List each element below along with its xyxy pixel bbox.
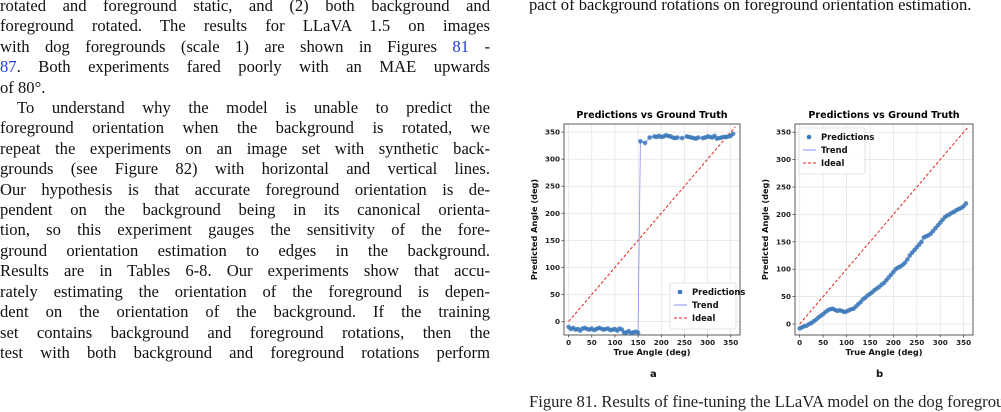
text-line: set contains background and foreground r… [0,322,490,342]
y-tick-label: 100 [776,265,791,274]
x-tick-label: 250 [677,338,692,347]
chart-panel-b: Predictions vs Ground Truth 0 50 100 150 200 2… [757,108,979,366]
y-tick-label: 0 [786,320,791,329]
y-tick-label: 50 [550,290,560,299]
prediction-point [675,135,680,140]
text-line: repeat the experiments on an image set w… [0,138,490,158]
y-axis-label: Predicted Angle (deg) [760,179,770,281]
x-tick-label: 0 [566,338,571,347]
x-tick-label: 150 [631,338,646,347]
text-line: dent on the orientation of the backgroun… [0,302,490,322]
text-fragment: - [469,36,490,56]
left-text-column: rotated and foreground static, and (2) b… [0,0,490,363]
prediction-point [905,257,910,262]
prediction-point [919,239,924,245]
x-tick-label: 50 [587,338,597,347]
panel-label-a: a [650,369,657,380]
prediction-point [730,131,736,137]
text-line: foreground rotated. The results for LLaV… [0,16,490,36]
chart-title: Predictions vs Ground Truth [808,110,959,121]
text-line: 87. Both experiments fared poorly with a… [0,57,490,77]
plot-frame [794,123,974,336]
legend-marker-predictions [806,134,812,140]
prediction-point [679,135,685,141]
prediction-point [635,330,641,336]
chart-title: Predictions vs Ground Truth [576,110,727,121]
y-tick-label: 250 [776,183,791,192]
x-axis-label: True Angle (deg) [846,347,923,357]
y-tick-label: 150 [545,236,560,245]
x-tick-label: 150 [862,338,877,347]
legend-label-trend: Trend [821,145,848,155]
legend-label-ideal: Ideal [821,158,844,168]
legend-label-predictions: Predictions [692,287,745,297]
y-tick-label: 250 [545,182,560,191]
panel-label-a-text: a [650,369,657,380]
text-line: pendent on the background being in its c… [0,200,490,220]
figure-ref-link[interactable]: 87 [0,57,17,77]
legend-label-ideal: Ideal [692,313,715,323]
text-line: Results are in Tables 6-8. Our experimen… [0,261,490,281]
panel-label-b: b [876,369,883,380]
paragraph-1: rotated and foreground static, and (2) b… [0,0,490,98]
x-tick-label: 200 [654,338,669,347]
text-line: foreground orientation when the backgrou… [0,118,490,138]
y-tick-label: 300 [545,155,560,164]
figure-caption: Figure 81. Results of fine-tuning the LL… [529,392,1001,411]
y-tick-label: 300 [776,155,791,164]
x-tick-label: 250 [909,338,924,347]
y-tick-label: 200 [545,209,560,218]
ideal-line [799,126,969,325]
legend-marker-predictions [677,289,683,295]
x-tick-label: 300 [700,338,715,347]
prediction-point [638,139,643,144]
y-tick-label: 350 [545,128,560,137]
scatter-chart-a: Predictions vs Ground Truth 0 50 100 150 200 2… [529,110,745,357]
figure-ref-link[interactable]: 81 [452,36,470,56]
x-tick-label: 300 [933,338,948,347]
prediction-point [642,140,648,146]
x-tick-label: 350 [956,338,971,347]
panel-label-b-text: b [876,369,884,380]
scatter-chart-b: Predictions vs Ground Truth 0 50 100 150 200 2… [760,110,974,357]
text-fragment: with dog foregrounds (scale 1) are shown… [0,36,453,56]
y-axis-label: Predicted Angle (deg) [529,179,539,281]
prediction-point [696,135,701,140]
plot-frame [563,123,741,336]
prediction-point [902,260,908,265]
y-tick-label: 150 [776,237,791,246]
y-tick-label: 350 [776,128,791,137]
chart-panel-a: Predictions vs Ground Truth 0 50 100 150 200 2… [529,108,748,366]
text-line: rately estimating the orientation of the… [0,281,490,301]
prediction-point [647,135,652,140]
prediction-point [619,327,625,332]
text-line: test with both background and foreground… [0,342,490,362]
right-column-top-line: pact of background rotations on foregrou… [529,0,972,14]
x-tick-label: 100 [607,338,622,347]
paragraph-2: To understand why the model is unable to… [0,98,490,363]
x-tick-label: 0 [797,338,802,347]
text-line: To understand why the model is unable to… [17,98,490,118]
text-line-with-refs: with dog foregrounds (scale 1) are shown… [0,37,490,57]
x-tick-label: 350 [723,338,738,347]
ideal-line [568,126,736,322]
legend-label-predictions: Predictions [821,132,874,142]
text-line: tion, so this experiment gauges the sens… [0,220,490,240]
x-axis-label: True Angle (deg) [614,347,691,357]
text-line: rotated and foreground static, and (2) b… [0,0,490,15]
y-tick-label: 200 [776,210,791,219]
y-tick-label: 0 [555,317,560,326]
y-tick-label: 100 [545,263,560,272]
text-fragment: . Both experiments fared poorly with an … [16,57,490,77]
x-tick-label: 50 [818,338,828,347]
prediction-point [963,201,969,206]
y-tick-label: 50 [781,292,791,301]
text-line: of 80°. [0,77,46,97]
x-tick-label: 100 [839,338,854,347]
text-line: grounds (see Figure 82) with horizontal … [0,159,490,179]
legend-label-trend: Trend [692,300,719,310]
x-tick-label: 200 [886,338,901,347]
text-line: ground orientation estimation to edges i… [0,240,490,260]
text-line: Our hypothesis is that accurate foregrou… [0,179,490,199]
